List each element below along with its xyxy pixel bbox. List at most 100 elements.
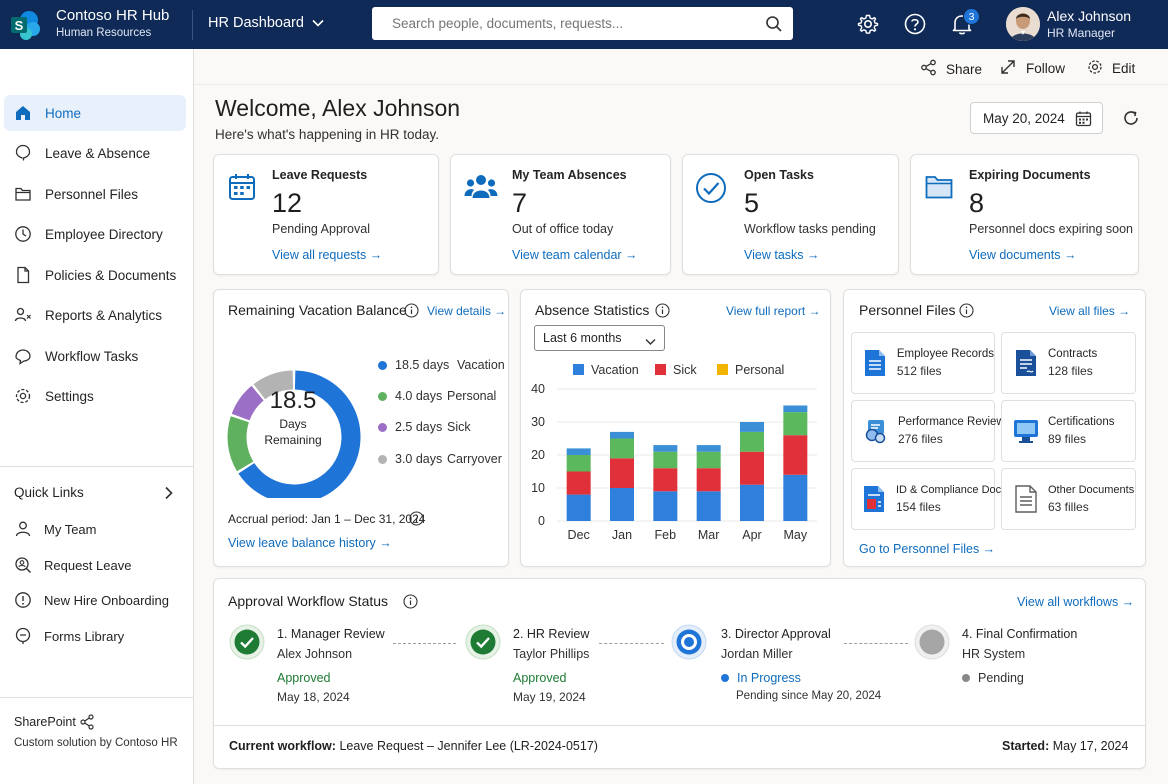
- sidebar-item-employee-directory[interactable]: Employee Directory: [4, 216, 186, 252]
- info-icon[interactable]: [409, 511, 424, 529]
- stat-title: My Team Absences: [512, 168, 627, 182]
- sidebar-item-leave-absence[interactable]: Leave & Absence: [4, 135, 186, 171]
- bar-sick-dec: [566, 471, 591, 495]
- sidebar-item-personnel-files[interactable]: Personnel Files: [4, 176, 186, 212]
- sharepoint-label[interactable]: SharePoint: [14, 715, 76, 729]
- divider: [192, 10, 193, 40]
- divider: [214, 725, 1145, 726]
- file-tile-other-documents[interactable]: Other Documents 63 filles: [1001, 468, 1136, 530]
- bar-other2-jan: [610, 431, 634, 439]
- sidebar-item-reports-analytics[interactable]: Reports & Analytics: [4, 297, 186, 333]
- chevron-right-icon[interactable]: [164, 486, 174, 503]
- info-icon[interactable]: [959, 303, 974, 321]
- share-icon[interactable]: [80, 714, 94, 733]
- legend-label: Sick: [447, 420, 471, 434]
- view-all-requests-link[interactable]: View all requests →: [272, 248, 383, 262]
- view-all-files-link[interactable]: View all files →: [1049, 304, 1131, 318]
- file-tile-name: Other Documents: [1048, 484, 1135, 496]
- view-tasks-link[interactable]: View tasks →: [744, 248, 820, 262]
- search-box[interactable]: [372, 7, 793, 40]
- file-tile-certifications[interactable]: Certifications 89 files: [1001, 400, 1136, 462]
- bar-vacation-jan: [610, 488, 634, 521]
- status-dot: [962, 674, 970, 682]
- onboarding-icon: [14, 591, 32, 609]
- search-input[interactable]: [372, 7, 752, 40]
- absence-statistics-card: Absence Statistics View full report → La…: [520, 289, 831, 567]
- leave-history-link[interactable]: View leave balance history →: [228, 536, 392, 550]
- quick-links-title[interactable]: Quick Links: [14, 485, 84, 500]
- sidebar-item-policies-documents[interactable]: Policies & Documents: [4, 257, 186, 293]
- stat-title: Expiring Documents: [969, 168, 1091, 182]
- edit-button[interactable]: Edit: [1087, 59, 1135, 78]
- quick-link-label: My Team: [44, 521, 97, 537]
- bar-other2-feb: [653, 445, 678, 452]
- quick-link-new-hire-onboarding[interactable]: New Hire Onboarding: [4, 585, 186, 615]
- refresh-icon[interactable]: [1122, 109, 1140, 130]
- bar-vacation-apr: [740, 484, 764, 521]
- gear-icon[interactable]: [857, 13, 879, 38]
- quick-link-forms-library[interactable]: Forms Library: [4, 621, 186, 651]
- folder-icon: [925, 175, 953, 202]
- contract-icon: [1013, 348, 1039, 378]
- sidebar-item-home[interactable]: Home: [4, 95, 186, 131]
- step-date: May 19, 2024: [513, 690, 586, 704]
- absence-bar-chart: Vacation Sick Personal 0 10 20 30 40 Dec Jan Feb…: [531, 363, 817, 542]
- search-icon[interactable]: [765, 15, 783, 36]
- quick-link-label: Request Leave: [44, 557, 132, 573]
- sidebar-item-settings[interactable]: Settings: [4, 378, 186, 414]
- card-title: Approval Workflow Status: [228, 593, 389, 609]
- workflow-icon: [14, 347, 32, 365]
- y-tick-label: 40: [531, 382, 545, 396]
- view-all-workflows-link[interactable]: View all workflows →: [1017, 595, 1135, 609]
- date-value: May 20, 2024: [983, 110, 1065, 126]
- x-tick-label: Jan: [612, 528, 632, 542]
- share-label: Share: [946, 61, 983, 77]
- legend-label-sick: Sick: [673, 363, 697, 377]
- date-picker[interactable]: May 20, 2024: [970, 102, 1103, 134]
- go-to-personnel-files-link[interactable]: Go to Personnel Files →: [859, 542, 996, 556]
- file-tile-employee-records[interactable]: Employee Records 512 files: [851, 332, 995, 394]
- quick-link-request-leave[interactable]: Request Leave: [4, 550, 186, 580]
- view-team-calendar-link[interactable]: View team calendar →: [512, 248, 638, 262]
- divider: [0, 697, 193, 698]
- stat-value: 7: [512, 188, 528, 218]
- legend-label: Vacation: [457, 358, 505, 372]
- period-select[interactable]: Last 6 months: [534, 325, 665, 351]
- stat-card-open-tasks[interactable]: Open Tasks 5 Workflow tasks pending View…: [682, 154, 899, 275]
- bar-other-dec: [566, 455, 591, 472]
- person-icon: [14, 520, 32, 538]
- quick-link-my-team[interactable]: My Team: [4, 514, 186, 544]
- y-tick-label: 0: [538, 514, 545, 528]
- stat-card-team-absences[interactable]: My Team Absences 7 Out of office today V…: [450, 154, 671, 275]
- bar-other2-may: [783, 405, 808, 413]
- x-tick-label: Apr: [742, 528, 761, 542]
- app-name[interactable]: Contoso HR Hub: [56, 7, 170, 24]
- file-tile-name: Performance Reviews: [898, 416, 1011, 428]
- view-full-report-link[interactable]: View full report →: [726, 304, 821, 318]
- sharepoint-logo-icon[interactable]: S: [10, 9, 42, 41]
- legend-value: 4.0 days: [395, 389, 443, 403]
- sidebar-item-label: Personnel Files: [45, 186, 139, 202]
- started-value: May 17, 2024: [1052, 739, 1129, 753]
- info-icon[interactable]: [655, 303, 670, 321]
- sidebar-item-workflow-tasks[interactable]: Workflow Tasks: [4, 338, 186, 374]
- stat-card-expiring-documents[interactable]: Expiring Documents 8 Personnel docs expi…: [910, 154, 1139, 275]
- follow-button[interactable]: Follow: [1000, 59, 1065, 78]
- info-icon[interactable]: [403, 594, 418, 612]
- file-tile-performance-reviews[interactable]: Performance Reviews 276 files: [851, 400, 1010, 462]
- avatar[interactable]: [1006, 7, 1040, 41]
- info-icon[interactable]: [404, 303, 419, 321]
- directory-icon: [14, 225, 32, 243]
- view-details-link[interactable]: View details →: [427, 304, 507, 318]
- legend-label: Carryover: [447, 452, 502, 466]
- forms-icon: [14, 627, 32, 645]
- check-circle-icon: [695, 172, 727, 207]
- view-documents-link[interactable]: View documents →: [969, 248, 1077, 262]
- site-menu[interactable]: HR Dashboard: [208, 15, 324, 31]
- help-icon[interactable]: [904, 13, 926, 38]
- stat-card-leave-requests[interactable]: Leave Requests 12 Pending Approval View …: [213, 154, 439, 275]
- file-tile-contracts[interactable]: Contracts 128 files: [1001, 332, 1136, 394]
- share-button[interactable]: Share: [920, 59, 982, 79]
- file-tile-id-compliance[interactable]: ID & Compliance Docs 154 files: [851, 468, 1007, 530]
- user-name[interactable]: Alex Johnson: [1047, 8, 1132, 24]
